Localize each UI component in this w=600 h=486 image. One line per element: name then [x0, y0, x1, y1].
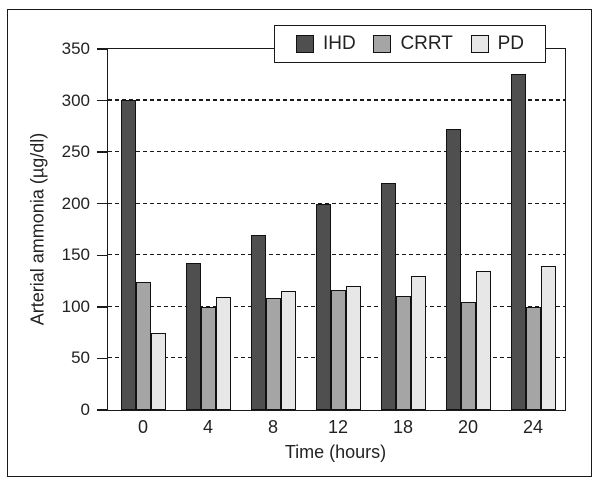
bar-ihd-t8	[250, 234, 266, 410]
legend: IHD CRRT PD	[274, 25, 546, 63]
x-axis-tick-label-0: 0	[137, 417, 148, 437]
x-axis-tick-label-4: 4	[202, 417, 213, 437]
bar-ihd-t4	[185, 262, 201, 410]
gridline-250	[108, 150, 565, 153]
bar-crrt-t18	[395, 295, 411, 410]
legend-swatch-pd-icon	[470, 35, 489, 53]
x-axis-tick-label-12: 12	[327, 417, 349, 437]
legend-swatch-crrt-icon	[373, 35, 392, 53]
bar-pd-t8	[280, 291, 296, 410]
bar-pd-t20	[475, 270, 491, 410]
bar-crrt-t12	[330, 290, 346, 410]
legend-item-ihd: IHD	[296, 33, 356, 55]
legend-label-crrt: CRRT	[400, 33, 453, 54]
x-axis-tick-label-8: 8	[267, 417, 278, 437]
gridline-300	[108, 99, 565, 101]
y-axis-tick-0	[97, 409, 108, 411]
bar-pd-t24	[540, 265, 556, 410]
bar-pd-t0	[150, 332, 166, 410]
legend-item-pd: PD	[470, 33, 524, 55]
plot-area: 0 50 100 150 200 250 300 350 0 4 8 12 18 20 24	[62, 39, 566, 437]
y-axis-tick-300	[97, 99, 108, 102]
x-axis-tick-label-24: 24	[522, 417, 544, 437]
x-axis-title: Time (hours)	[284, 442, 387, 462]
bar-crrt-t24	[525, 306, 541, 410]
legend-label-ihd: IHD	[323, 33, 356, 54]
bar-pd-t4	[215, 296, 231, 410]
bar-ihd-t24	[510, 73, 526, 410]
y-axis-tick-150	[97, 254, 108, 256]
bar-pd-t12	[345, 286, 361, 410]
y-axis-tick-label-200: 200	[61, 193, 90, 213]
y-axis-tick-200	[97, 203, 108, 205]
bar-ihd-t18	[380, 183, 396, 410]
y-axis-tick-50	[97, 357, 108, 360]
y-axis-tick-label-100: 100	[61, 296, 90, 316]
bar-pd-t18	[410, 275, 426, 410]
bar-crrt-t8	[265, 297, 281, 410]
gridline-200	[108, 202, 565, 204]
figure-frame: Arterial ammonia (µg/dl) 0 50 100 150 200 250…	[7, 9, 592, 477]
bar-crrt-t4	[200, 306, 216, 410]
gridline-150	[108, 254, 565, 256]
y-axis-tick-100	[97, 306, 108, 308]
legend-swatch-ihd-icon	[296, 35, 314, 53]
y-axis-tick-250	[97, 151, 108, 153]
y-axis-tick-350	[97, 48, 108, 50]
y-axis-tick-label-300: 300	[61, 90, 90, 110]
bar-crrt-t20	[460, 301, 476, 410]
legend-item-crrt: CRRT	[373, 33, 453, 55]
y-axis-tick-label-0: 0	[80, 400, 90, 419]
y-axis-tick-label-350: 350	[61, 39, 90, 58]
x-axis-tick-label-18: 18	[392, 417, 414, 437]
y-axis-tick-label-150: 150	[61, 245, 90, 265]
bar-crrt-t0	[135, 282, 151, 410]
legend-label-pd: PD	[497, 33, 524, 54]
y-axis-tick-label-50: 50	[71, 348, 90, 368]
bar-ihd-t0	[120, 99, 136, 410]
x-axis-tick-label-20: 20	[457, 417, 479, 437]
y-axis-tick-label-250: 250	[61, 142, 90, 162]
bar-ihd-t20	[445, 129, 461, 410]
bar-ihd-t12	[315, 203, 331, 410]
